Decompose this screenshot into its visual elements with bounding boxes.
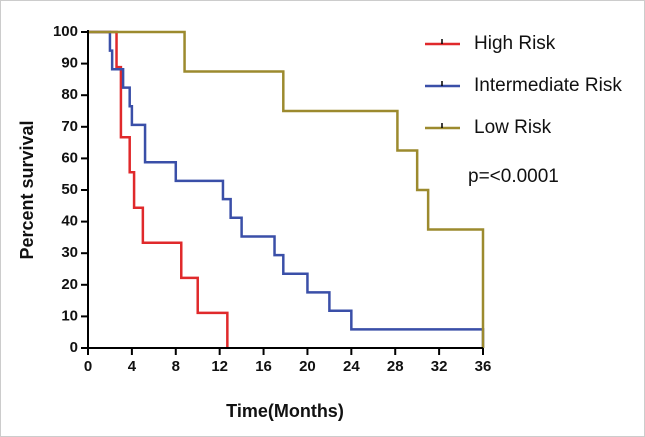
- survival-curve: [88, 30, 229, 348]
- legend-label: High Risk: [474, 33, 556, 54]
- y-tick-label: 50: [61, 181, 78, 198]
- y-tick-label: 80: [61, 86, 78, 103]
- y-tick-label: 60: [61, 149, 78, 166]
- x-tick-label: 16: [255, 358, 272, 375]
- x-tick-label: 20: [299, 358, 316, 375]
- y-tick-label: 40: [61, 213, 78, 230]
- y-tick-label: 70: [61, 118, 78, 135]
- x-tick-label: 28: [387, 358, 404, 375]
- x-tick-label: 12: [211, 358, 228, 375]
- x-tick-label: 36: [475, 358, 492, 375]
- x-tick-label: 24: [343, 358, 360, 375]
- y-tick-label: 100: [53, 23, 78, 40]
- y-tick-label: 10: [61, 307, 78, 324]
- y-tick-label: 90: [61, 55, 78, 72]
- x-axis-label: Time(Months): [226, 401, 344, 421]
- x-tick-label: 4: [128, 358, 137, 375]
- x-tick-label: 0: [84, 358, 92, 375]
- survival-curve: [88, 30, 485, 348]
- x-tick-label: 32: [431, 358, 448, 375]
- y-tick-label: 0: [70, 339, 78, 356]
- x-tick-label: 8: [172, 358, 180, 375]
- survival-curve: [88, 30, 485, 348]
- legend-label: Low Risk: [474, 117, 552, 138]
- y-axis-label: Percent survival: [17, 120, 37, 259]
- y-tick-label: 20: [61, 276, 78, 293]
- legend-label: Intermediate Risk: [474, 75, 622, 96]
- annotation: p=<0.0001: [468, 166, 559, 187]
- y-tick-label: 30: [61, 244, 78, 261]
